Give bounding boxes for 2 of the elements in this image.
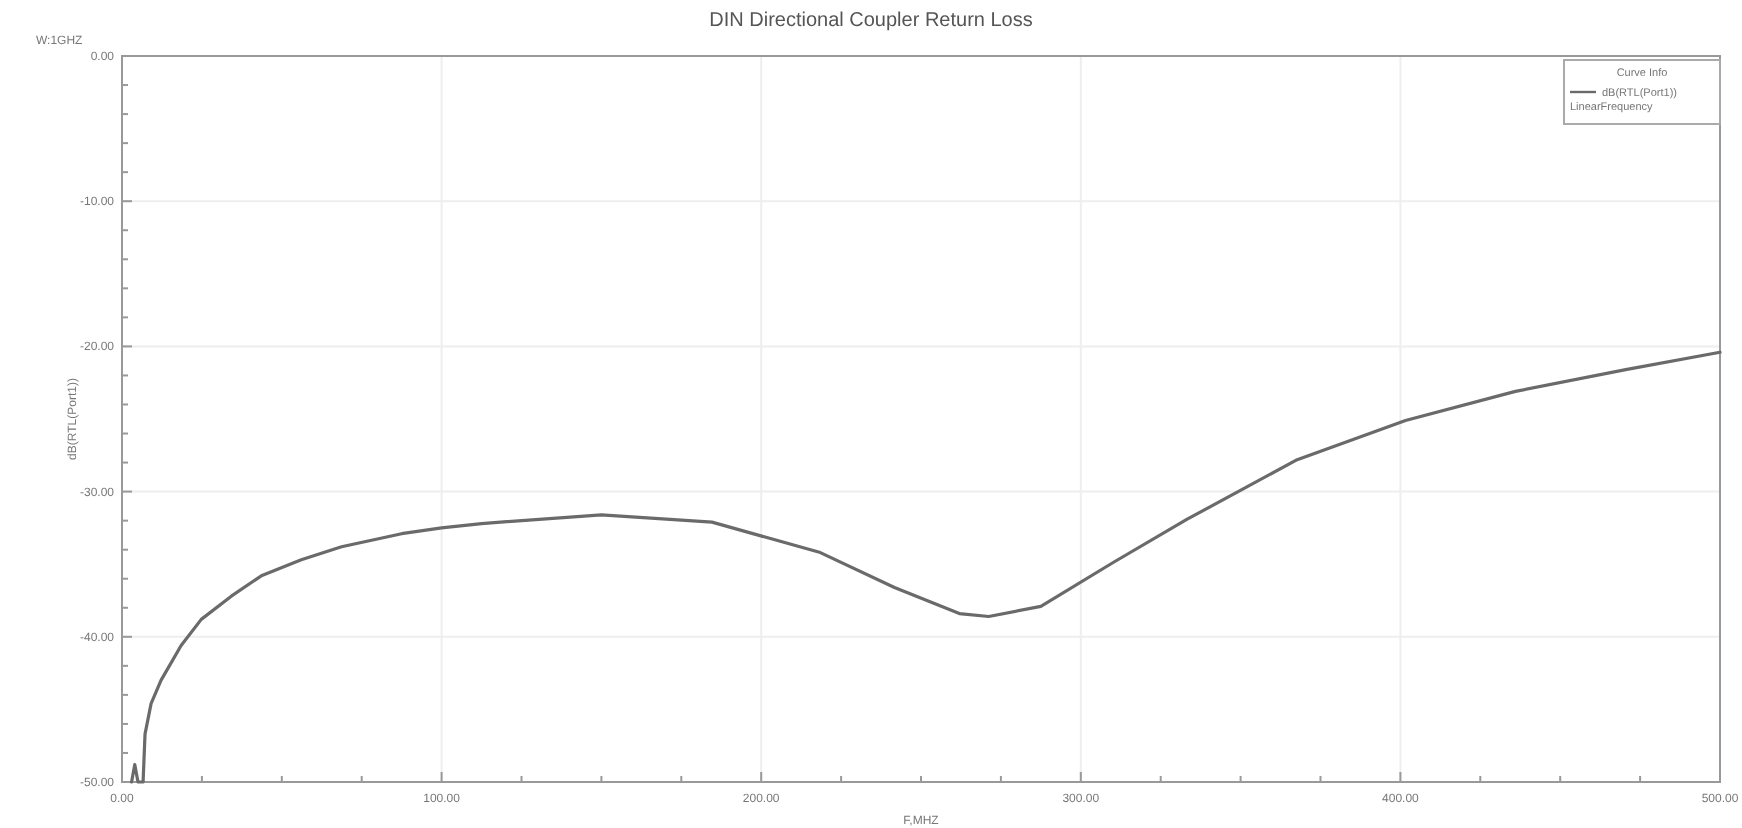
line-series bbox=[129, 350, 1722, 784]
chart-title: DIN Directional Coupler Return Loss bbox=[709, 10, 1033, 32]
